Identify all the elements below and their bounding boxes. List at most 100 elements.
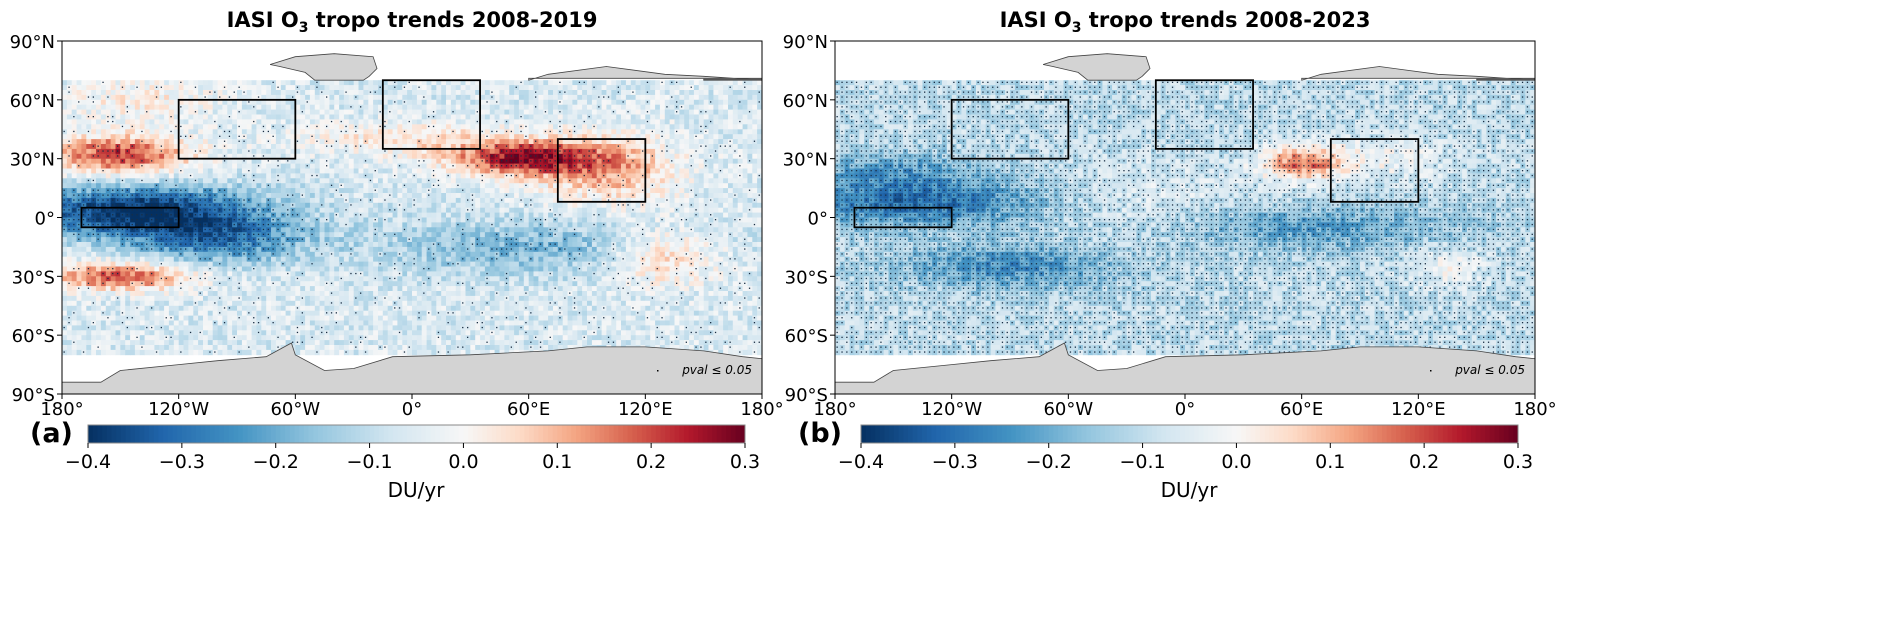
heatmap-cell [382,227,389,233]
heatmap-cell [363,237,369,243]
heatmap-cell [305,148,311,155]
heatmap-cell [266,134,272,140]
heatmap-cell [426,163,432,169]
heatmap-cell [203,139,209,145]
heatmap-cell [747,148,753,155]
heatmap-cell [572,183,578,189]
heatmap-cell [650,114,656,120]
heatmap-cell [523,114,530,120]
heatmap-cell [139,104,146,110]
heatmap-cell [105,237,112,243]
heatmap-cell [703,94,709,101]
heatmap-cell [747,183,753,189]
heatmap-cell [582,134,588,140]
heatmap-cell [71,158,77,164]
heatmap-cell [436,99,442,106]
heatmap-cell [625,134,632,140]
heatmap-cell [737,168,743,174]
heatmap-cell [402,168,408,174]
heatmap-cell [241,144,248,150]
heatmap-cell [596,134,602,140]
heatmap-cell [290,124,296,130]
heatmap-cell [562,232,568,238]
heatmap-cell [596,217,602,223]
heatmap-cell [441,242,447,248]
heatmap-cell [305,197,311,204]
heatmap-cell [659,119,666,125]
heatmap-cell [232,119,238,125]
heatmap-cell [757,134,763,140]
heatmap-cell [606,80,612,86]
heatmap-cell [373,94,379,101]
heatmap-cell [548,85,554,91]
heatmap-cell [698,168,705,174]
heatmap-cell [358,207,364,213]
heatmap-cell [198,188,204,194]
heatmap-cell [650,109,656,115]
heatmap-cell [732,114,739,120]
heatmap-cell [723,124,729,130]
heatmap-cell [178,109,184,115]
heatmap-cell [86,85,92,91]
heatmap-cell [518,237,525,243]
heatmap-cell [339,197,345,204]
heatmap-cell [66,163,73,169]
heatmap-cell [446,197,452,204]
heatmap-cell [528,99,534,106]
heatmap-cell [728,94,734,101]
heatmap-cell [601,193,607,199]
heatmap-cell [441,134,447,140]
heatmap-cell [752,212,758,218]
heatmap-cell [465,173,471,179]
heatmap-cell [718,90,724,96]
heatmap-cell [484,119,491,125]
heatmap-cell [71,90,77,96]
heatmap-cell [470,237,476,243]
heatmap-cell [557,202,564,209]
heatmap-cell [237,183,243,189]
heatmap-cell [455,173,462,179]
heatmap-cell [246,94,252,101]
heatmap-cell [572,207,578,213]
heatmap-cell [305,183,311,189]
heatmap-cell [514,80,520,86]
heatmap-cell [81,80,87,86]
heatmap-cell [470,104,476,110]
heatmap-cell [168,183,175,189]
heatmap-cell [368,109,374,115]
heatmap-cell [154,153,160,160]
heatmap-cell [343,109,350,115]
heatmap-cell [193,80,199,86]
heatmap-cell [290,232,296,238]
heatmap-cell [203,90,209,96]
heatmap-cell [664,212,671,218]
heatmap-cell [689,242,695,248]
heatmap-cell [650,178,656,184]
heatmap-cell [640,212,646,218]
heatmap-cell [246,173,252,179]
heatmap-cell [305,144,311,150]
heatmap-cell [392,197,398,204]
heatmap-cell [339,173,345,179]
heatmap-cell [241,183,248,189]
heatmap-cell [217,119,223,125]
heatmap-cell [548,178,554,184]
heatmap-cell [460,114,466,120]
heatmap-cell [562,183,568,189]
heatmap-cell [212,183,218,189]
heatmap-cell [144,158,150,164]
heatmap-cell [567,217,573,223]
heatmap-cell [747,129,753,135]
heatmap-cell [329,124,335,130]
heatmap-cell [572,217,578,223]
heatmap-cell [713,153,719,160]
heatmap-cell [669,173,675,179]
heatmap-cell [655,222,661,228]
heatmap-cell [120,109,126,115]
heatmap-cell [363,163,369,169]
heatmap-cell [402,104,408,110]
heatmap-cell [450,134,457,140]
heatmap-cell [164,168,170,174]
heatmap-cell [203,178,209,184]
heatmap-cell [436,129,442,135]
